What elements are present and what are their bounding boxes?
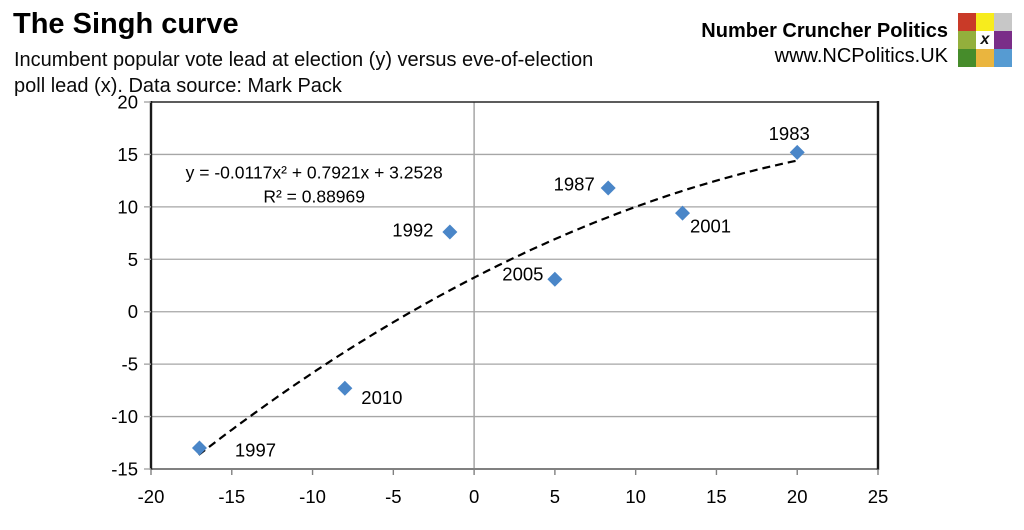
y-axis-label-0: 0 bbox=[128, 301, 138, 322]
x-axis-label--10: -10 bbox=[299, 486, 326, 507]
x-axis-label-20: 20 bbox=[787, 486, 808, 507]
brand-text-block: Number Cruncher Politics www.NCPolitics.… bbox=[701, 19, 948, 69]
y-axis-label-5: 5 bbox=[128, 249, 138, 270]
data-point-label-2001: 2001 bbox=[690, 216, 731, 237]
chart-subtitle-line1: Incumbent popular vote lead at election … bbox=[14, 49, 594, 71]
logo-cell-r1c0 bbox=[958, 31, 976, 49]
y-axis-label-20: 20 bbox=[117, 92, 138, 113]
chart-title: The Singh curve bbox=[13, 8, 239, 40]
logo-cell-r2c0 bbox=[958, 49, 976, 67]
x-axis-label-10: 10 bbox=[625, 486, 646, 507]
data-point-label-2005: 2005 bbox=[502, 264, 543, 285]
trendline-r-squared-text: R² = 0.88969 bbox=[263, 186, 365, 206]
data-point-label-1987: 1987 bbox=[554, 173, 595, 194]
logo-cell-r0c0 bbox=[958, 13, 976, 31]
brand-url: www.NCPolitics.UK bbox=[774, 45, 948, 67]
data-point-label-1997: 1997 bbox=[235, 440, 276, 461]
data-point-1983 bbox=[789, 144, 805, 160]
trendline-equation-text: y = -0.0117x² + 0.7921x + 3.2528 bbox=[186, 162, 443, 182]
logo-cell-r1c1: x bbox=[976, 31, 994, 49]
x-axis-label-25: 25 bbox=[868, 486, 889, 507]
brand-name: Number Cruncher Politics bbox=[701, 20, 948, 42]
x-axis-label--5: -5 bbox=[385, 486, 401, 507]
data-point-label-1983: 1983 bbox=[769, 123, 810, 144]
trendline-curve bbox=[198, 159, 799, 456]
y-axis-label--15: -15 bbox=[111, 459, 138, 480]
data-point-label-2010: 2010 bbox=[361, 387, 402, 408]
data-point-label-1992: 1992 bbox=[392, 220, 433, 241]
data-point-2005 bbox=[547, 271, 563, 287]
logo-x-glyph: x bbox=[980, 31, 990, 48]
y-axis-label-15: 15 bbox=[117, 144, 138, 165]
data-point-1987 bbox=[600, 180, 616, 196]
y-axis-label--10: -10 bbox=[111, 406, 138, 427]
y-axis-label--5: -5 bbox=[122, 354, 138, 375]
y-axis-label-10: 10 bbox=[117, 196, 138, 217]
data-point-2001 bbox=[675, 205, 691, 221]
x-axis-label--15: -15 bbox=[218, 486, 245, 507]
data-point-2010 bbox=[337, 380, 353, 396]
logo-cell-r2c1 bbox=[976, 49, 994, 67]
ncp-logo: x bbox=[958, 13, 1012, 67]
x-axis-label--20: -20 bbox=[138, 486, 165, 507]
logo-cell-r0c2 bbox=[994, 13, 1012, 31]
logo-cell-r1c2 bbox=[994, 31, 1012, 49]
x-axis-label-0: 0 bbox=[469, 486, 479, 507]
data-point-1992 bbox=[442, 224, 458, 240]
chart-subtitle-line2: poll lead (x). Data source: Mark Pack bbox=[14, 75, 342, 97]
logo-cell-r2c2 bbox=[994, 49, 1012, 67]
x-axis-label-5: 5 bbox=[550, 486, 560, 507]
x-axis-label-15: 15 bbox=[706, 486, 727, 507]
data-point-1997 bbox=[191, 440, 207, 456]
logo-cell-r0c1 bbox=[976, 13, 994, 31]
